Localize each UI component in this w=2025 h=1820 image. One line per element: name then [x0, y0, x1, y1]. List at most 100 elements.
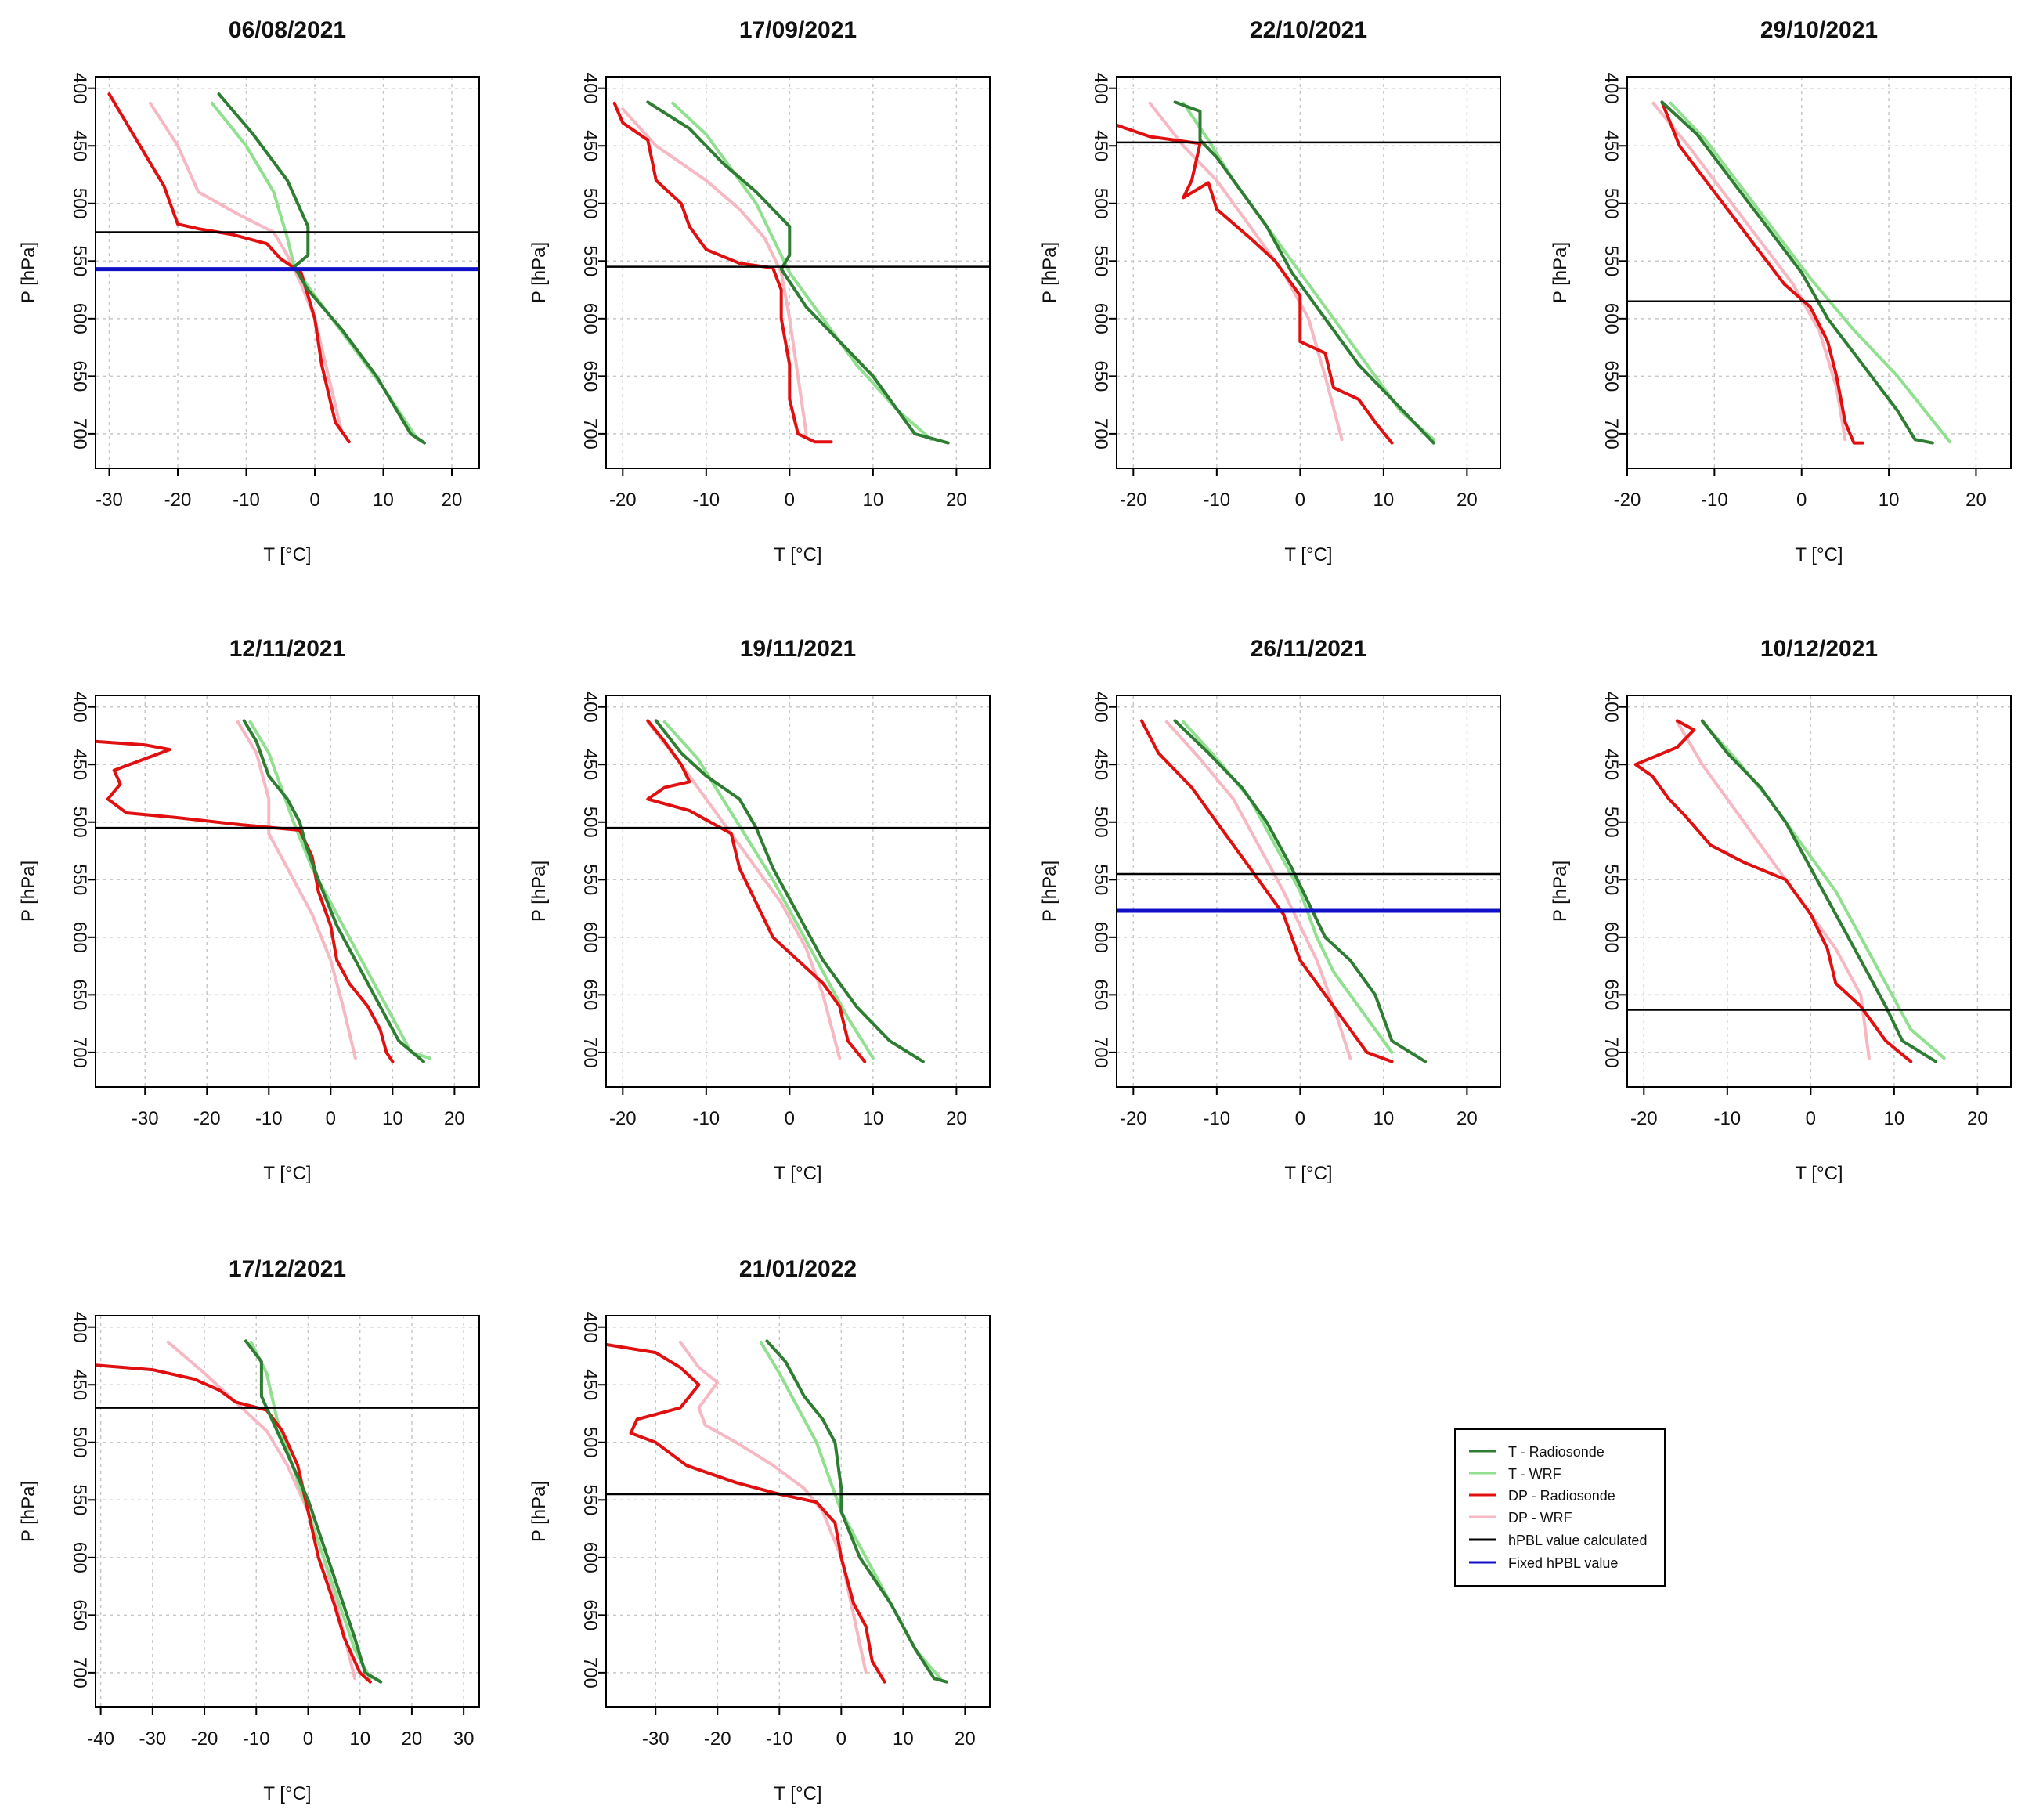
y-tick-label: 400: [69, 73, 90, 104]
x-tick-label: 20: [946, 489, 967, 511]
t-radiosonde-line: [217, 92, 426, 445]
y-tick-label: 700: [579, 1037, 601, 1068]
x-tick-label: -10: [692, 1108, 720, 1129]
series-group: [646, 719, 925, 1063]
x-tick-label: -10: [1701, 489, 1728, 511]
dp-radiosonde-line: [107, 92, 351, 444]
dp-wrf-line: [1148, 101, 1344, 442]
x-tick-label: 10: [893, 1728, 914, 1750]
y-tick-label: 550: [579, 245, 601, 276]
y-axis-label: P [hPa]: [1039, 861, 1060, 922]
t-radiosonde-line: [646, 100, 950, 445]
dp-wrf-line: [236, 720, 357, 1060]
x-tick-label: -20: [1120, 1108, 1147, 1129]
plot-area: [606, 695, 990, 1087]
y-tick-label: 700: [1601, 1037, 1622, 1068]
legend-item-dp-wrf: DP - WRF: [1469, 1510, 1572, 1526]
x-tick-label: -10: [243, 1728, 270, 1750]
y-tick-label: 650: [1090, 979, 1111, 1010]
x-tick-label: 20: [1456, 1108, 1478, 1129]
y-tick-label: 500: [1090, 188, 1111, 219]
legend-item-t-wrf: T - WRF: [1469, 1466, 1561, 1482]
chart-panel-7: 26/11/2021 -20 -10 0 10 20 400 450 500 550 600 650 7…: [1039, 636, 1501, 1184]
t-radiosonde-line: [1700, 719, 1938, 1063]
x-tick-label: -10: [766, 1728, 793, 1750]
chart-panel-6: 19/11/2021 -20 -10 0 10 20 400 450 500 550 600 650 7…: [529, 636, 991, 1184]
y-tick-label: 450: [579, 1369, 601, 1400]
x-tick-label: -30: [139, 1728, 166, 1750]
y-tick-label: 650: [579, 360, 601, 392]
y-tick-label: 700: [579, 418, 601, 450]
y-tick-label: 500: [69, 807, 90, 838]
x-tick-label: 0: [1295, 1108, 1305, 1129]
t-wrf-line: [1669, 101, 1951, 444]
y-tick-label: 600: [579, 303, 601, 334]
y-tick-label: 600: [69, 1542, 90, 1573]
y-axis-label: P [hPa]: [18, 861, 39, 922]
x-tick-label: 20: [955, 1728, 976, 1750]
series-group: [1633, 719, 1946, 1063]
y-tick-label: 500: [69, 188, 90, 219]
t-radiosonde-line: [1173, 719, 1428, 1063]
y-tick-label: 650: [579, 1599, 601, 1630]
y-tick-label: 450: [579, 130, 601, 161]
y-tick-label: 700: [1090, 418, 1111, 450]
y-tick-label: 650: [1601, 360, 1622, 392]
y-axis-label: P [hPa]: [529, 1481, 550, 1542]
dp-radiosonde-line: [1140, 719, 1394, 1063]
legend-item-dp-radiosonde: DP - Radiosonde: [1469, 1488, 1615, 1504]
chart-panel-8: 10/12/2021 -20 -10 0 10 20 400 450 500 550 600 650 7…: [1550, 636, 2012, 1184]
plot-area: [1627, 695, 2011, 1087]
x-tick-label: -20: [1630, 1108, 1658, 1129]
x-axis-label: T [°C]: [263, 544, 311, 565]
x-tick-label: 10: [1879, 489, 1900, 511]
y-tick-label: 500: [1601, 807, 1622, 838]
x-tick-label: -20: [191, 1728, 218, 1750]
plot-frame: [1116, 695, 1501, 1088]
x-tick-label: -10: [1203, 489, 1230, 511]
dp-radiosonde-line: [646, 719, 867, 1063]
t-wrf-line: [671, 101, 933, 442]
y-tick-label: 650: [579, 979, 601, 1010]
x-tick-label: 10: [382, 1108, 403, 1129]
dp-radiosonde-line: [606, 1342, 886, 1684]
x-tick-label: -10: [255, 1108, 283, 1129]
chart-panel-5: 12/11/2021 -30 -20 -10 0 10 20 400 450 500 550 600 6…: [18, 636, 480, 1184]
y-tick-label: 500: [1601, 188, 1622, 219]
plot-frame: [605, 695, 991, 1088]
chart-panel-4: 29/10/2021 -20 -10 0 10 20 400 450 500 550 600 650 7…: [1550, 17, 2012, 565]
plot-area: [606, 1316, 990, 1707]
legend-label-dp-wrf: DP - WRF: [1508, 1510, 1572, 1526]
series-group: [1140, 719, 1428, 1063]
x-axis-label: T [°C]: [1795, 1163, 1843, 1184]
dp-wrf-line: [166, 1340, 357, 1681]
y-tick-label: 600: [579, 922, 601, 953]
y-tick-label: 700: [579, 1657, 601, 1688]
chart-title: 06/08/2021: [229, 17, 346, 43]
x-tick-label: 0: [303, 1728, 313, 1750]
y-tick-label: 450: [69, 749, 90, 780]
x-tick-label: 0: [1796, 489, 1807, 511]
legend-item-t-radiosonde: T - Radiosonde: [1469, 1444, 1604, 1460]
x-tick-label: 10: [373, 489, 394, 511]
t-radiosonde-line: [1660, 100, 1934, 445]
plot-area: [96, 1316, 479, 1707]
legend-label-hpbl-calculated: hPBL value calculated: [1508, 1533, 1647, 1548]
legend-label-hpbl-fixed: Fixed hPBL value: [1508, 1555, 1618, 1571]
y-tick-label: 450: [1601, 749, 1622, 780]
y-tick-label: 600: [69, 922, 90, 953]
series-group: [107, 92, 426, 445]
x-tick-label: 0: [1295, 489, 1305, 511]
y-tick-label: 600: [69, 303, 90, 334]
chart-title: 12/11/2021: [229, 636, 346, 662]
plot-frame: [1626, 76, 2012, 469]
x-tick-label: -10: [1203, 1108, 1230, 1129]
y-tick-label: 450: [1601, 130, 1622, 161]
y-tick-label: 500: [1090, 807, 1111, 838]
chart-title: 21/01/2022: [739, 1256, 857, 1282]
y-tick-label: 450: [1090, 130, 1111, 161]
t-radiosonde-line: [242, 719, 425, 1063]
y-axis-label: P [hPa]: [529, 861, 550, 922]
y-axis-label: P [hPa]: [1550, 861, 1571, 922]
y-tick-label: 600: [579, 1542, 601, 1573]
